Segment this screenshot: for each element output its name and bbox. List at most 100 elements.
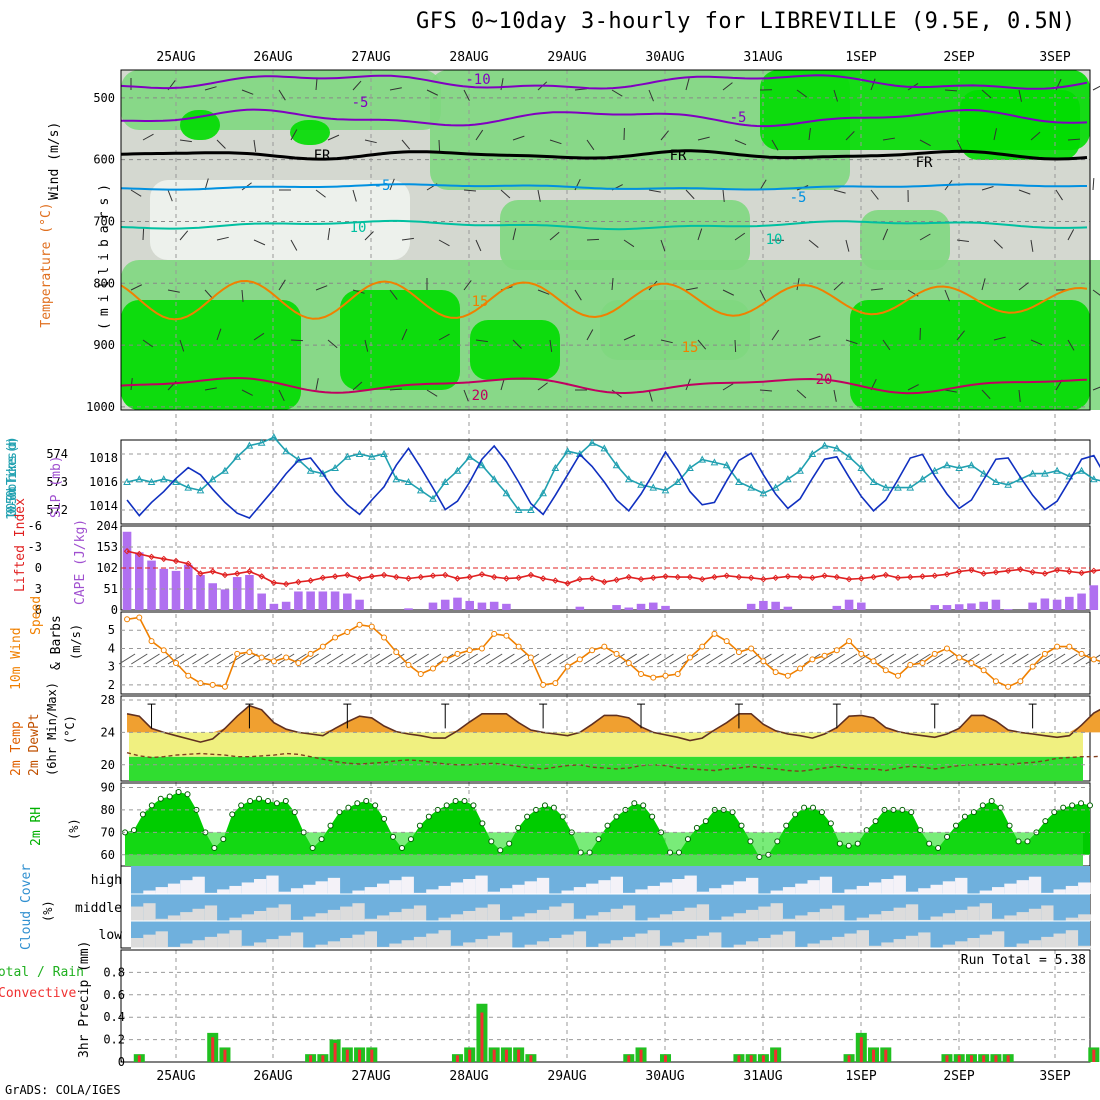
cloud-cell xyxy=(290,932,304,948)
cape-bar xyxy=(1028,602,1037,610)
pressure-tick-label: 500 xyxy=(93,91,115,105)
cloud-cell xyxy=(992,887,1005,894)
cloud-cell xyxy=(475,939,488,948)
thickness-line-point xyxy=(465,452,474,460)
wind-barb xyxy=(473,653,491,665)
cape-bar xyxy=(245,575,254,610)
upper-wind-barb xyxy=(216,328,222,341)
contour-label: FR xyxy=(670,148,687,164)
rh-point xyxy=(291,809,298,816)
precip-conv-bar xyxy=(884,1049,888,1062)
cloud-cell xyxy=(672,942,685,948)
upper-wind-barb xyxy=(722,189,725,202)
lifted-index-line-point xyxy=(515,574,522,582)
cloud-cell xyxy=(955,941,968,948)
wind-speed-line-point xyxy=(307,650,314,657)
upper-wind-barb xyxy=(685,78,690,91)
run-total-label: Run Total = 5.38 xyxy=(961,953,1086,968)
cape-bar xyxy=(183,564,193,610)
upper-wind-barb xyxy=(907,384,919,391)
wind-speed-line-point xyxy=(846,638,853,645)
cloud-cell xyxy=(647,930,660,948)
cape-bar xyxy=(465,600,474,610)
lifted-index-line-point xyxy=(368,573,376,580)
upper-wind-barb xyxy=(808,239,819,248)
pressure-tick-label: 600 xyxy=(93,153,115,167)
rh-tick-label: 90 xyxy=(101,780,115,794)
cloud-cell xyxy=(413,936,427,948)
precip-conv-bar xyxy=(749,1055,753,1062)
wind-barb xyxy=(963,653,980,665)
thickness-line-point xyxy=(135,475,144,483)
cloud-cell xyxy=(327,877,341,894)
temp-axis-label: Temperature (°C) xyxy=(39,202,54,327)
wind-barb xyxy=(632,653,650,665)
upper-wind-barb xyxy=(1092,177,1095,191)
cloud-cell xyxy=(992,931,1005,948)
upper-wind-barb xyxy=(1018,89,1022,102)
cloud-cell xyxy=(352,903,365,921)
slp-tick-label: 1014 xyxy=(89,499,118,513)
upper-wind-barb xyxy=(611,278,614,291)
lifted-index-line-point xyxy=(576,575,584,583)
temp-contour-p10 xyxy=(120,219,1088,231)
cloud-cell xyxy=(758,937,771,948)
rh-point xyxy=(220,836,227,843)
upper-wind-barb xyxy=(1030,131,1041,141)
lifted-index-line-point xyxy=(1041,570,1049,577)
wind-barb xyxy=(914,653,931,665)
cloud-cell xyxy=(561,934,574,948)
rh-point xyxy=(1069,802,1076,809)
precip-conv-bar xyxy=(859,1037,863,1062)
cloud-cell xyxy=(856,885,869,894)
cloud-cell xyxy=(635,889,648,894)
upper-wind-barb xyxy=(1067,229,1075,241)
thickness-line-point xyxy=(820,441,829,449)
li-tick-label: -3 xyxy=(28,540,42,554)
contour-label: 15 xyxy=(472,294,489,310)
lifted-index-line-point xyxy=(185,560,192,568)
wind-speed-line-point xyxy=(185,672,192,679)
cloud-cell xyxy=(598,880,611,894)
cloud-cell xyxy=(364,918,377,921)
cloud-cell xyxy=(364,887,377,894)
lifted-index-line-point xyxy=(258,573,265,580)
rh-point xyxy=(398,845,405,852)
rh-point xyxy=(1024,838,1031,845)
wind-barb xyxy=(241,653,258,665)
rh-shading xyxy=(470,320,560,380)
upper-wind-barb xyxy=(389,87,402,91)
upper-wind-barb xyxy=(722,289,735,296)
rh-shading xyxy=(290,120,330,145)
precip-unit-label: 3hr Precip (mm) xyxy=(77,941,92,1058)
upper-wind-barb xyxy=(278,279,286,291)
cloud-cell xyxy=(561,890,574,894)
upper-wind-barb xyxy=(512,228,517,241)
cloud-cell xyxy=(918,932,931,948)
lifted-index-line-point xyxy=(442,571,449,579)
date-label-bottom: 28AUG xyxy=(449,1069,488,1084)
precip-conv-bar xyxy=(345,1049,349,1062)
lifted-index-line-point xyxy=(466,573,473,581)
cloud-cell xyxy=(340,906,353,921)
cloud-cell xyxy=(290,888,304,894)
temp-axis-label-c: (6hr Min/Max) xyxy=(45,682,59,776)
upper-wind-barb xyxy=(685,189,695,200)
precip-tick-label: 0.2 xyxy=(103,1033,125,1047)
lifted-index-line-point xyxy=(845,575,853,583)
wind-speed-line-point xyxy=(723,638,730,645)
rh-point xyxy=(747,838,754,845)
cloud-cell xyxy=(413,905,427,921)
thickness-line-point xyxy=(979,469,988,477)
thickness-line-point xyxy=(894,483,902,491)
rh-point xyxy=(309,845,316,852)
wind-barb xyxy=(987,653,1005,665)
lifted-index-line-point xyxy=(809,574,816,582)
rh-point xyxy=(229,811,236,818)
lifted-index-line-point xyxy=(858,575,865,582)
lifted-index-line-point xyxy=(772,574,779,582)
thickness-line-point xyxy=(1004,480,1012,488)
cloud-cell xyxy=(1028,940,1042,948)
contour-label: -5 xyxy=(730,110,747,126)
upper-wind-barb xyxy=(438,139,441,153)
